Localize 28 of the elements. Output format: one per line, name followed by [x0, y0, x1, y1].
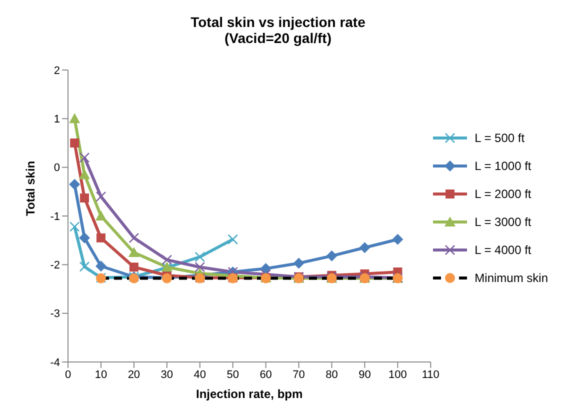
y-axis-title: Total skin: [23, 160, 38, 216]
chart-title: Total skin vs injection rate (Vacid=20 gal/ft): [190, 14, 366, 46]
y-tick-label: -4: [50, 356, 60, 369]
x-tick-label: 90: [358, 368, 371, 381]
x-tick-label: 80: [326, 368, 338, 381]
legend-label: L = 500 ft: [474, 131, 525, 145]
x-tick-label: 70: [292, 368, 305, 381]
y-tick-label: 2: [54, 64, 60, 77]
legend-label: L = 2000 ft: [474, 187, 532, 201]
x-tick-label: 110: [422, 368, 440, 381]
y-tick-label: -1: [50, 210, 60, 223]
y-tick-label: -3: [50, 308, 60, 320]
legend-label: L = 3000 ft: [474, 215, 532, 229]
x-tick-label: 0: [64, 368, 72, 381]
x-tick-label: 40: [194, 368, 206, 381]
y-tick-label: 0: [54, 162, 60, 174]
legend-label: L = 1000 ft: [474, 159, 532, 173]
legend-label: Minimum skin: [474, 271, 548, 285]
x-tick-label: 20: [128, 368, 140, 381]
x-axis-title: Injection rate, bpm: [196, 387, 303, 401]
x-tick-label: 10: [94, 368, 108, 381]
x-tick-label: 60: [260, 368, 272, 381]
legend-label: L = 4000 ft: [474, 243, 532, 257]
x-tick-label: 50: [226, 368, 239, 381]
x-tick-label: 100: [388, 368, 407, 381]
x-tick-label: 30: [160, 368, 174, 381]
y-tick-label: -2: [50, 260, 60, 272]
y-tick-label: 1: [54, 114, 60, 126]
